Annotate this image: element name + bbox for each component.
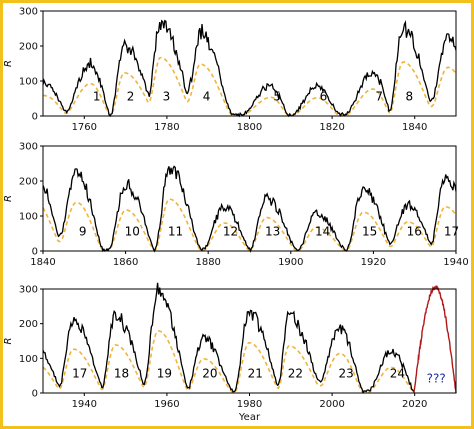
cycle-number-label: 2 <box>127 89 135 103</box>
y-tick-label: 0 <box>32 389 38 400</box>
y-tick-label: 300 <box>19 7 38 18</box>
cycle-number-label: 18 <box>114 366 129 380</box>
x-tick-label: 1760 <box>72 122 97 133</box>
cycle-number-label: 15 <box>362 224 377 238</box>
observed-series-line <box>42 165 457 253</box>
cycle-number-label: 23 <box>339 366 354 380</box>
y-axis-label: R <box>3 60 14 67</box>
cycle-number-label: 17 <box>72 366 87 380</box>
x-axis-label: Year <box>238 412 261 423</box>
y-tick-label: 0 <box>32 247 38 258</box>
observed-series-line <box>42 282 415 394</box>
y-tick-label: 100 <box>19 212 38 223</box>
x-tick-label: 1800 <box>237 122 262 133</box>
plot-frame <box>42 145 457 252</box>
cycle-number-label: 19 <box>157 366 172 380</box>
cycle-number-label: 6 <box>320 89 328 103</box>
cycle-number-label: 4 <box>203 89 211 103</box>
y-axis-label: R <box>3 338 14 345</box>
cycle-number-label: 12 <box>223 224 238 238</box>
y-tick-label: 100 <box>19 354 38 365</box>
cycle-number-label: 5 <box>273 89 281 103</box>
smoothed-series-line <box>42 56 457 116</box>
panel-1: 0 100 200 300 1760 1780 1800 1820 1840 R 1 2 3 4 5 6 7 8 <box>3 7 457 133</box>
y-axis-label: R <box>3 195 14 202</box>
cycle-number-label: 3 <box>163 89 171 103</box>
x-tick-label: 1860 <box>113 257 138 268</box>
cycle-number-label: 7 <box>375 89 383 103</box>
x-tick-label: 1940 <box>443 257 468 268</box>
y-tick-label: 200 <box>19 319 38 330</box>
panel-3: ??? 0 100 200 300 1940 1960 1980 2000 2020 R Year 17… <box>3 282 457 423</box>
y-tick-label: 0 <box>32 112 38 123</box>
prediction-curve <box>413 285 457 394</box>
observed-series-line <box>42 19 457 118</box>
x-tick-label: 1880 <box>195 257 220 268</box>
cycle-number-label: 9 <box>79 224 87 238</box>
cycle-number-label: 16 <box>407 224 422 238</box>
y-tick-label: 100 <box>19 77 38 88</box>
x-tick-label: 1840 <box>402 122 427 133</box>
cycle-number-label: 14 <box>315 224 330 238</box>
x-tick-label: 1940 <box>72 399 97 410</box>
y-tick-label: 300 <box>19 142 38 153</box>
x-tick-label: 2000 <box>319 399 344 410</box>
cycle-number-label: 10 <box>125 224 140 238</box>
y-tick-label: 300 <box>19 285 38 296</box>
cycle-number-label: 21 <box>248 366 263 380</box>
x-tick-label: 1920 <box>361 257 386 268</box>
smoothed-series-line <box>42 198 457 251</box>
x-tick-label: 1780 <box>154 122 179 133</box>
cycle-number-label: 20 <box>202 366 217 380</box>
cycle-number-label: 24 <box>390 366 405 380</box>
cycle-number-label: 13 <box>265 224 280 238</box>
cycle-number-label: 17 <box>444 224 459 238</box>
panel-2: 0 100 200 300 1840 1860 1880 1900 1920 1940 R 9 10 11… <box>3 142 469 269</box>
prediction-label: ??? <box>427 372 446 386</box>
y-tick-label: 200 <box>19 177 38 188</box>
x-tick-label: 1820 <box>319 122 344 133</box>
y-tick-label: 200 <box>19 42 38 53</box>
cycle-number-label: 8 <box>406 89 414 103</box>
x-tick-label: 1960 <box>154 399 179 410</box>
x-tick-label: 1840 <box>30 257 55 268</box>
cycle-number-label: 22 <box>288 366 303 380</box>
cycle-number-label: 1 <box>93 89 101 103</box>
x-tick-label: 2020 <box>402 399 427 410</box>
x-tick-label: 1900 <box>278 257 303 268</box>
smoothed-series-line <box>42 330 415 393</box>
x-tick-label: 1980 <box>237 399 262 410</box>
cycle-number-label: 11 <box>168 224 183 238</box>
